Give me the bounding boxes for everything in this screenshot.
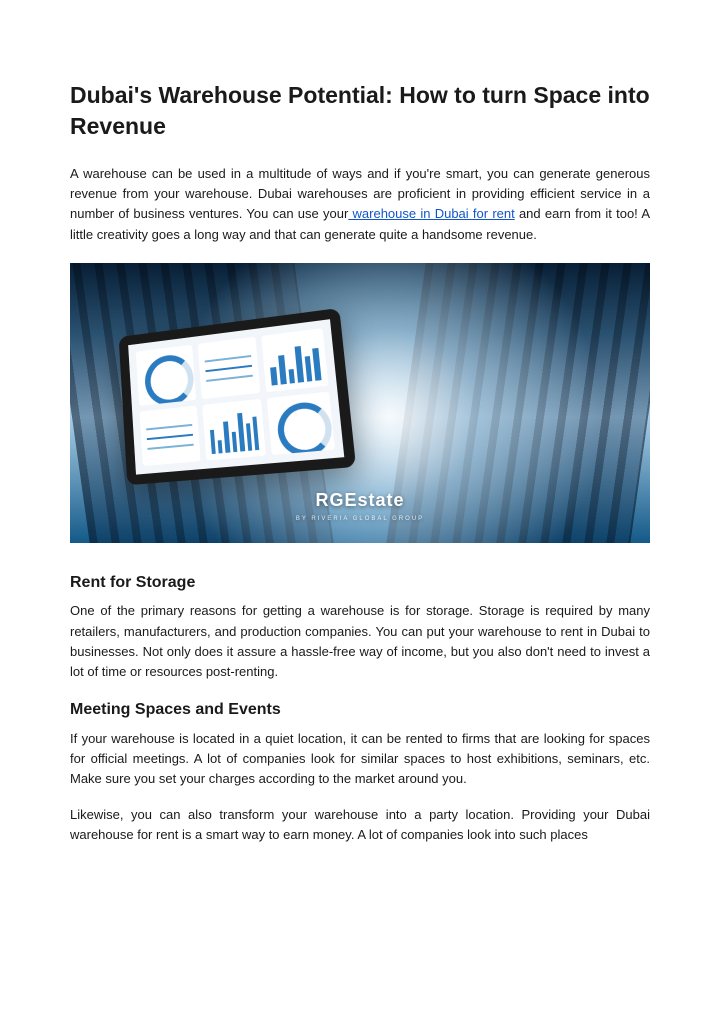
bar-chart-icon — [262, 328, 329, 391]
gauge-chart-icon — [136, 344, 196, 405]
section-heading-events: Meeting Spaces and Events — [70, 698, 650, 723]
page-title: Dubai's Warehouse Potential: How to turn… — [70, 80, 650, 142]
trailing-paragraph: Likewise, you can also transform your wa… — [70, 805, 650, 845]
line-chart-icon — [197, 336, 260, 398]
trend-chart-icon — [140, 405, 201, 466]
column-chart-icon — [202, 398, 266, 460]
warehouse-rent-link[interactable]: warehouse in Dubai for rent — [348, 206, 514, 221]
section-heading-storage: Rent for Storage — [70, 571, 650, 596]
pie-chart-icon — [267, 391, 335, 455]
brand-name: RGEstate — [315, 490, 404, 510]
tablet-device — [119, 308, 356, 485]
hero-image: RGEstate BY RIVERIA GLOBAL GROUP — [70, 263, 650, 543]
intro-paragraph: A warehouse can be used in a multitude o… — [70, 164, 650, 245]
brand-watermark: RGEstate BY RIVERIA GLOBAL GROUP — [70, 487, 650, 524]
section-body-storage: One of the primary reasons for getting a… — [70, 601, 650, 682]
section-body-events: If your warehouse is located in a quiet … — [70, 729, 650, 789]
brand-tagline: BY RIVERIA GLOBAL GROUP — [70, 515, 650, 524]
